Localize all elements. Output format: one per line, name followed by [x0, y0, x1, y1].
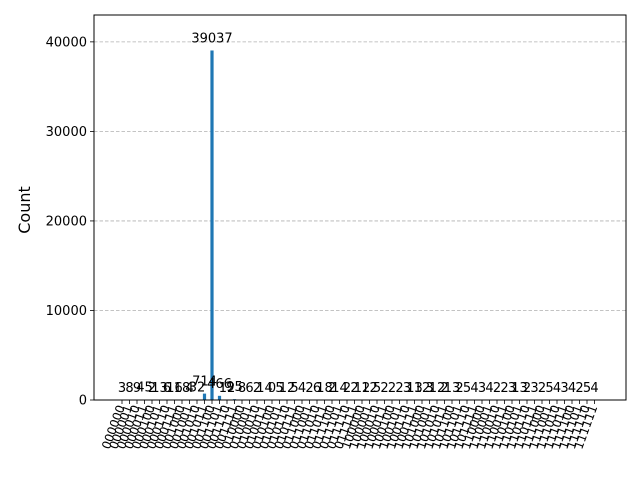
bar-value-label: 714 [192, 375, 217, 390]
bar-value-label: 4 [568, 381, 576, 396]
bar-value-label: 5 [373, 381, 381, 396]
bar-value-label: 12 [361, 381, 378, 396]
bar-value-label: 3 [560, 381, 568, 396]
bar-value-label: 12 [219, 381, 236, 396]
bar-value-label: 95 [226, 380, 243, 395]
bar-value-label: 0 [268, 381, 276, 396]
bar-value-label: 12 [429, 381, 446, 396]
bar-value-label: 13 [406, 381, 423, 396]
bar-value-label: 12 [414, 381, 431, 396]
bars [120, 50, 597, 401]
y-axis-ticks: 0 10000 20000 30000 40000 [46, 35, 94, 409]
bar-value-label: 5 [463, 381, 471, 396]
bar-value-label: 16 [166, 381, 183, 396]
bar-value-label: 8 [238, 381, 246, 396]
bar-value-label: 3 [403, 381, 411, 396]
bar-value-label: 466 [207, 377, 232, 392]
bar-value-label: 6 [245, 381, 253, 396]
bar-value-label: 32 [189, 381, 206, 396]
bar-value-label: 6 [163, 381, 171, 396]
bar [210, 50, 214, 401]
bar-value-label: 45 [136, 381, 153, 396]
bar-value-label: 12 [354, 381, 371, 396]
bar-value-label: 5 [275, 381, 283, 396]
bar-value-label: 9 [133, 381, 141, 396]
bar-value-label: 5 [583, 381, 591, 396]
bar-value-label: 13 [444, 381, 461, 396]
bar-value-label: 2 [523, 381, 531, 396]
bar-value-label: 12 [279, 381, 296, 396]
bar-value-label: 2 [350, 381, 358, 396]
bar-value-label: 5 [545, 381, 553, 396]
bar-value-label: 39037 [191, 31, 232, 46]
bar-value-label: 13 [151, 381, 168, 396]
bar-value-label: 2 [388, 381, 396, 396]
bar-value-label: 13 [511, 381, 528, 396]
bar-value-label: 2 [253, 381, 261, 396]
y-tick-label: 40000 [46, 35, 87, 50]
bar [217, 395, 222, 400]
bar-value-label: 2 [455, 381, 463, 396]
y-tick-label: 30000 [46, 125, 87, 140]
bar-value-label: 2 [575, 381, 583, 396]
bar-value-label: 2 [440, 381, 448, 396]
bar-value-label: 4 [470, 381, 478, 396]
bar-value-label: 4 [185, 381, 193, 396]
bar-value-label: 8 [125, 381, 133, 396]
bar-value-label: 3 [478, 381, 486, 396]
bar-value-label: 14 [256, 381, 273, 396]
bar-value-label: 4 [590, 381, 598, 396]
y-tick-label: 20000 [46, 214, 87, 229]
bar-value-label: 4 [298, 381, 306, 396]
bar-value-label: 2 [380, 381, 388, 396]
bar-value-label: 5 [290, 381, 298, 396]
bar-value-label: 3 [425, 381, 433, 396]
bar-value-label: 2 [395, 381, 403, 396]
y-tick-label: 0 [79, 394, 87, 409]
bar-value-label: 2 [500, 381, 508, 396]
bar-value-label: 3 [530, 381, 538, 396]
y-gridlines [94, 41, 626, 401]
bar-value-label: 18 [174, 381, 191, 396]
y-axis-label: Count [15, 186, 34, 234]
bar-value-label: 6 [313, 381, 321, 396]
bar-value-label: 18 [316, 381, 333, 396]
bar-value-label: 4 [485, 381, 493, 396]
bar-value-label: 3 [118, 381, 126, 396]
x-axis-ticks: 0000000000010000100000110001000001010001… [99, 400, 600, 451]
bar-value-label: 2 [538, 381, 546, 396]
y-tick-label: 10000 [46, 304, 87, 319]
bar-value-label: 2 [343, 381, 351, 396]
bar-value-label: 2 [493, 381, 501, 396]
plot-frame [93, 14, 627, 401]
bar-value-label: 2 [148, 381, 156, 396]
bar-value-label: 3 [508, 381, 516, 396]
bar-value-label: 14 [331, 381, 348, 396]
bar-value-label: 4 [553, 381, 561, 396]
bar-value-label: 2 [328, 381, 336, 396]
bar [202, 393, 207, 400]
bar-value-label: 2 [305, 381, 313, 396]
